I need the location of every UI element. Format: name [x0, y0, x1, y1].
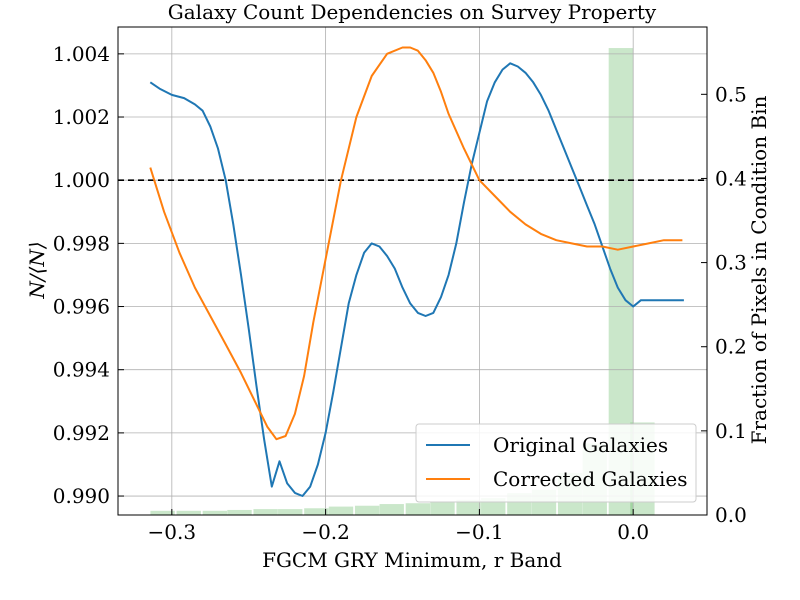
y-tick-label: 0.990 [53, 484, 110, 508]
series-line-original [149, 62, 684, 497]
histogram-bar [227, 509, 252, 515]
y2-tick-label: 0.0 [715, 503, 747, 527]
histogram-bar [176, 510, 201, 515]
x-tick-label: −0.3 [148, 520, 197, 544]
y-tick-label: 0.998 [53, 231, 110, 255]
histogram-bar [202, 510, 228, 515]
x-tick-label: −0.1 [455, 520, 504, 544]
legend-label-original: Original Galaxies [493, 433, 668, 457]
histogram-bar [379, 504, 404, 515]
x-axis-label: FGCM GRY Minimum, r Band [262, 548, 562, 572]
histogram-bar [253, 509, 278, 515]
y-tick-label: 1.000 [53, 168, 110, 192]
histogram-bar [304, 508, 329, 515]
histogram-bar [150, 510, 175, 515]
plot-frame [117, 26, 708, 516]
y2-tick-label: 0.5 [715, 82, 747, 106]
y2-axis-label: Fraction of Pixels in Condition Bin [747, 95, 771, 444]
y-tick-label: 1.002 [53, 105, 110, 129]
y-tick-label: 1.004 [53, 42, 110, 66]
legend: Original Galaxies Corrected Galaxies [415, 423, 697, 503]
histogram-bar [354, 505, 380, 515]
y-tick-label: 0.994 [53, 358, 110, 382]
y2-tick-label: 0.2 [715, 335, 747, 359]
histogram-bar [405, 503, 431, 515]
y-tick-label: 0.992 [53, 421, 110, 445]
chart-title: Galaxy Count Dependencies on Survey Prop… [168, 0, 657, 24]
histogram-bar [430, 501, 455, 515]
histogram-bar [328, 506, 354, 515]
y2-tick-label: 0.1 [715, 419, 747, 443]
y2-tick-label: 0.3 [715, 251, 747, 275]
series-line-corrected [149, 46, 683, 441]
y-axis-ticks: 0.990 0.992 0.994 0.996 0.998 1.000 1.002 1.004 [53, 42, 124, 508]
x-tick-label: −0.2 [301, 520, 350, 544]
x-axis-ticks: −0.3 −0.2 −0.1 0.0 [148, 509, 649, 544]
series-lines [149, 46, 684, 497]
y-axis-label: N/⟨N⟩ [25, 241, 49, 299]
legend-label-corrected: Corrected Galaxies [493, 467, 688, 491]
histogram-bar [278, 509, 303, 515]
legend-box [415, 423, 697, 503]
y2-axis-ticks: 0.0 0.1 0.2 0.3 0.4 0.5 [701, 82, 747, 527]
histogram-bar [456, 499, 481, 515]
y2-tick-label: 0.4 [715, 166, 747, 190]
x-tick-label: 0.0 [617, 520, 649, 544]
y-tick-label: 0.996 [53, 295, 110, 319]
